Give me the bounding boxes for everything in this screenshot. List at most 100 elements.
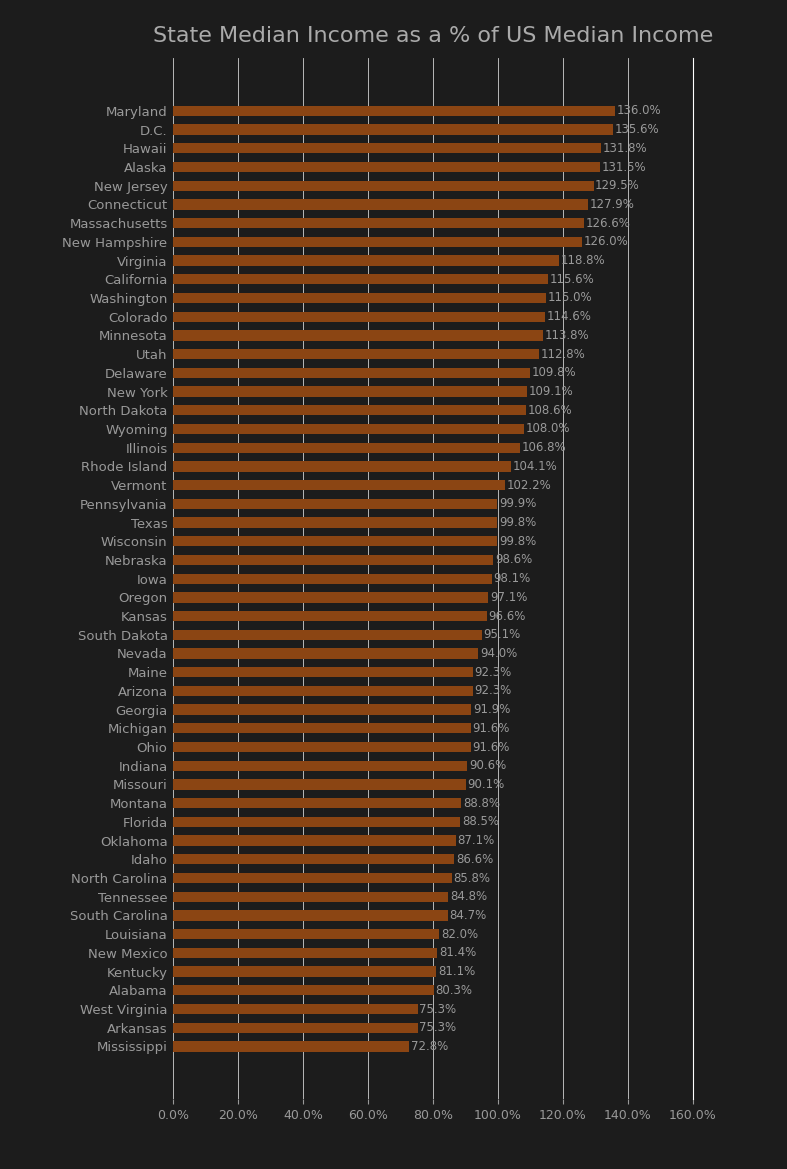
Bar: [173, 537, 497, 546]
Bar: [173, 293, 546, 303]
Bar: [173, 892, 449, 901]
Title: State Median Income as a % of US Median Income: State Median Income as a % of US Median …: [153, 26, 713, 46]
Bar: [173, 836, 456, 845]
Bar: [173, 911, 448, 921]
Bar: [173, 331, 542, 340]
Text: 104.1%: 104.1%: [512, 459, 557, 473]
Bar: [173, 667, 473, 677]
Bar: [173, 555, 493, 565]
Bar: [173, 873, 452, 883]
Bar: [173, 686, 473, 696]
Text: 115.0%: 115.0%: [548, 291, 593, 304]
Bar: [173, 742, 471, 752]
Text: 108.0%: 108.0%: [526, 422, 570, 436]
Text: 88.8%: 88.8%: [463, 797, 500, 810]
Text: 91.6%: 91.6%: [472, 721, 509, 735]
Bar: [173, 499, 497, 509]
Bar: [173, 143, 601, 153]
Text: 88.5%: 88.5%: [462, 816, 499, 829]
Bar: [173, 368, 530, 378]
Bar: [173, 593, 489, 602]
Bar: [173, 424, 524, 434]
Text: 96.6%: 96.6%: [489, 609, 526, 623]
Text: 98.1%: 98.1%: [493, 572, 530, 586]
Bar: [173, 798, 461, 808]
Bar: [173, 518, 497, 527]
Text: 75.3%: 75.3%: [419, 1022, 456, 1035]
Bar: [173, 817, 460, 826]
Bar: [173, 462, 511, 471]
Text: 129.5%: 129.5%: [595, 179, 640, 192]
Text: 82.0%: 82.0%: [441, 928, 478, 941]
Text: 126.0%: 126.0%: [584, 235, 629, 248]
Text: 114.6%: 114.6%: [547, 310, 592, 323]
Text: 81.4%: 81.4%: [439, 947, 476, 960]
Bar: [173, 630, 482, 639]
Bar: [173, 611, 486, 621]
Bar: [173, 1042, 409, 1052]
Text: 136.0%: 136.0%: [616, 104, 661, 117]
Bar: [173, 161, 600, 172]
Bar: [173, 180, 593, 191]
Text: 99.8%: 99.8%: [499, 534, 536, 548]
Bar: [173, 1023, 418, 1033]
Bar: [173, 929, 439, 940]
Text: 135.6%: 135.6%: [615, 123, 660, 136]
Bar: [173, 480, 505, 490]
Bar: [173, 275, 549, 284]
Bar: [173, 105, 615, 116]
Bar: [173, 256, 559, 265]
Bar: [173, 406, 526, 415]
Bar: [173, 967, 437, 977]
Bar: [173, 761, 467, 770]
Text: 126.6%: 126.6%: [586, 216, 630, 229]
Text: 87.1%: 87.1%: [457, 835, 495, 848]
Text: 113.8%: 113.8%: [544, 328, 589, 341]
Text: 131.5%: 131.5%: [602, 160, 646, 173]
Text: 90.6%: 90.6%: [469, 759, 506, 773]
Text: 131.8%: 131.8%: [603, 141, 647, 154]
Bar: [173, 705, 471, 714]
Text: 109.1%: 109.1%: [529, 385, 574, 399]
Bar: [173, 443, 520, 452]
Bar: [173, 574, 492, 583]
Text: 80.3%: 80.3%: [435, 984, 472, 997]
Bar: [173, 649, 478, 658]
Bar: [173, 312, 545, 321]
Text: 98.6%: 98.6%: [495, 553, 532, 567]
Text: 112.8%: 112.8%: [541, 347, 586, 360]
Bar: [173, 350, 539, 359]
Bar: [173, 724, 471, 733]
Text: 75.3%: 75.3%: [419, 1003, 456, 1016]
Text: 109.8%: 109.8%: [531, 366, 576, 379]
Text: 99.8%: 99.8%: [499, 516, 536, 530]
Bar: [173, 985, 434, 996]
Text: 127.9%: 127.9%: [590, 198, 635, 210]
Text: 90.1%: 90.1%: [467, 779, 504, 791]
Text: 84.8%: 84.8%: [450, 891, 487, 904]
Bar: [173, 948, 438, 959]
Text: 108.6%: 108.6%: [527, 403, 572, 417]
Bar: [173, 780, 466, 789]
Bar: [173, 124, 613, 134]
Text: 72.8%: 72.8%: [411, 1040, 449, 1053]
Text: 91.6%: 91.6%: [472, 740, 509, 754]
Text: 92.3%: 92.3%: [475, 665, 512, 679]
Text: 84.7%: 84.7%: [449, 909, 487, 922]
Text: 102.2%: 102.2%: [507, 478, 551, 492]
Text: 94.0%: 94.0%: [480, 646, 517, 660]
Text: 118.8%: 118.8%: [560, 254, 605, 267]
Text: 106.8%: 106.8%: [522, 441, 566, 455]
Bar: [173, 1004, 418, 1015]
Text: 97.1%: 97.1%: [490, 590, 527, 604]
Bar: [173, 199, 589, 209]
Text: 85.8%: 85.8%: [453, 872, 490, 885]
Bar: [173, 236, 582, 247]
Text: 86.6%: 86.6%: [456, 853, 493, 866]
Text: 91.9%: 91.9%: [473, 703, 511, 717]
Text: 95.1%: 95.1%: [483, 628, 521, 642]
Text: 99.9%: 99.9%: [499, 497, 537, 511]
Bar: [173, 387, 527, 396]
Bar: [173, 217, 584, 228]
Text: 81.1%: 81.1%: [438, 966, 475, 978]
